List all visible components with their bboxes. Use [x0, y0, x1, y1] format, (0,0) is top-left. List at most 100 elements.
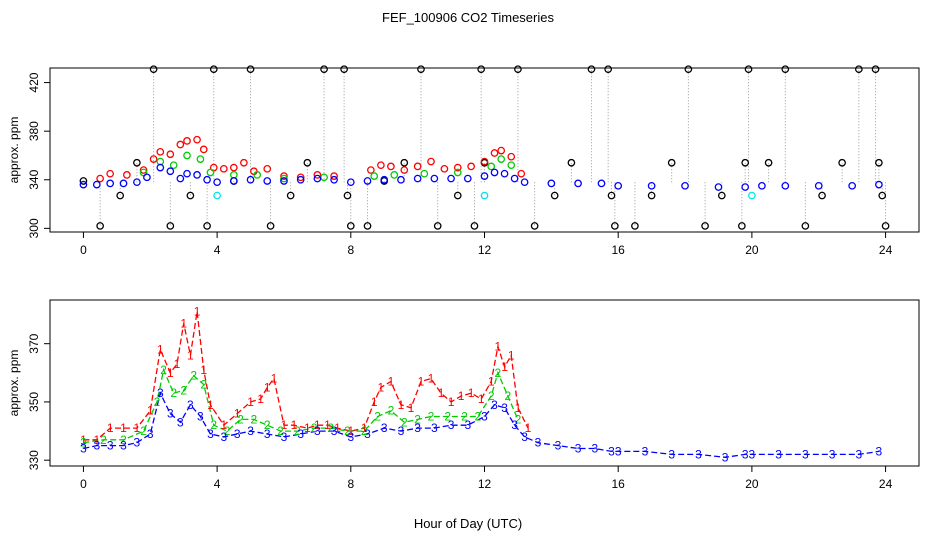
point-blue: [681, 181, 689, 190]
marker-2: 2: [264, 418, 271, 432]
point-black: [764, 158, 773, 167]
marker-3: 3: [414, 421, 421, 435]
marker-3: 3: [615, 444, 622, 458]
point-blue: [510, 174, 519, 183]
marker-2: 2: [388, 404, 395, 418]
point-red: [427, 157, 435, 166]
point-black: [871, 65, 880, 74]
point-blue: [79, 180, 88, 189]
point-blue: [875, 180, 883, 189]
point-green: [497, 155, 506, 163]
point-black: [667, 158, 676, 167]
x-tick-label: 0: [80, 477, 87, 491]
marker-3: 3: [491, 398, 498, 412]
marker-2: 2: [277, 424, 284, 438]
marker-1: 1: [378, 380, 385, 394]
marker-1: 1: [458, 389, 465, 403]
point-black: [738, 222, 746, 230]
marker-3: 3: [575, 442, 582, 456]
marker-1: 1: [508, 348, 515, 362]
series-line-1: [83, 311, 529, 441]
marker-2: 2: [444, 409, 451, 423]
marker-3: 3: [555, 439, 562, 453]
marker-1: 1: [495, 340, 502, 354]
point-blue: [246, 175, 255, 184]
marker-1: 1: [438, 386, 445, 400]
series-line-2: [83, 367, 519, 444]
point-blue: [500, 169, 509, 178]
marker-3: 3: [247, 424, 254, 438]
point-red: [413, 162, 422, 171]
marker-3: 3: [297, 427, 304, 441]
marker-3: 3: [481, 409, 488, 423]
point-blue: [193, 171, 201, 179]
marker-2: 2: [344, 424, 351, 438]
marker-1: 1: [157, 343, 164, 357]
point-blue: [597, 179, 606, 188]
point-blue: [263, 177, 272, 185]
point-black: [286, 191, 295, 200]
point-blue: [280, 177, 288, 185]
point-black: [246, 65, 255, 74]
point-black: [781, 65, 790, 74]
y-axis-label: approx. ppm: [7, 350, 21, 417]
point-green: [420, 169, 429, 178]
marker-2: 2: [170, 386, 177, 400]
marker-2: 2: [515, 412, 522, 426]
point-black: [604, 65, 613, 74]
point-red: [183, 137, 191, 145]
x-tick-label: 24: [879, 243, 893, 257]
marker-3: 3: [521, 430, 528, 444]
point-black: [96, 222, 104, 230]
y-tick-label: 350: [27, 392, 41, 412]
marker-3: 3: [120, 439, 127, 453]
marker-3: 3: [511, 418, 518, 432]
point-blue: [758, 181, 766, 190]
marker-3: 3: [157, 386, 164, 400]
marker-1: 1: [107, 421, 114, 435]
marker-1: 1: [134, 421, 141, 435]
marker-1: 1: [194, 305, 201, 319]
point-green: [196, 155, 205, 163]
point-blue: [380, 175, 389, 184]
marker-2: 2: [180, 383, 187, 397]
marker-1: 1: [167, 366, 174, 380]
point-red: [176, 140, 185, 149]
x-tick-label: 0: [80, 243, 87, 257]
point-black: [801, 222, 810, 230]
marker-3: 3: [134, 436, 141, 450]
point-blue: [463, 174, 472, 183]
point-black: [530, 222, 539, 230]
point-blue: [166, 167, 175, 176]
point-blue: [363, 177, 372, 185]
marker-2: 2: [488, 389, 495, 403]
point-red: [229, 163, 238, 172]
point-black: [417, 65, 425, 74]
point-blue: [447, 174, 455, 183]
point-blue: [647, 181, 656, 190]
top-panel: 0 4 8 12 16 20 24 300 340 380 420 approx. ppm: [7, 65, 920, 257]
marker-1: 1: [247, 395, 254, 409]
point-black: [477, 65, 486, 74]
point-red: [507, 152, 516, 161]
marker-1: 1: [488, 375, 495, 389]
marker-3: 3: [448, 418, 455, 432]
marker-3: 3: [855, 447, 862, 461]
point-black: [875, 158, 883, 167]
point-red: [367, 166, 375, 174]
marker-2: 2: [327, 421, 334, 435]
marker-1: 1: [361, 421, 368, 435]
point-black: [610, 222, 619, 230]
point-blue: [781, 181, 790, 190]
point-black: [303, 158, 312, 167]
marker-1: 1: [398, 398, 405, 412]
point-green: [370, 172, 379, 180]
point-green: [487, 162, 496, 171]
point-red: [139, 166, 148, 174]
marker-3: 3: [398, 424, 405, 438]
marker-1: 1: [257, 392, 264, 406]
point-blue: [229, 177, 238, 185]
marker-3: 3: [501, 401, 508, 415]
point-blue: [203, 175, 211, 184]
